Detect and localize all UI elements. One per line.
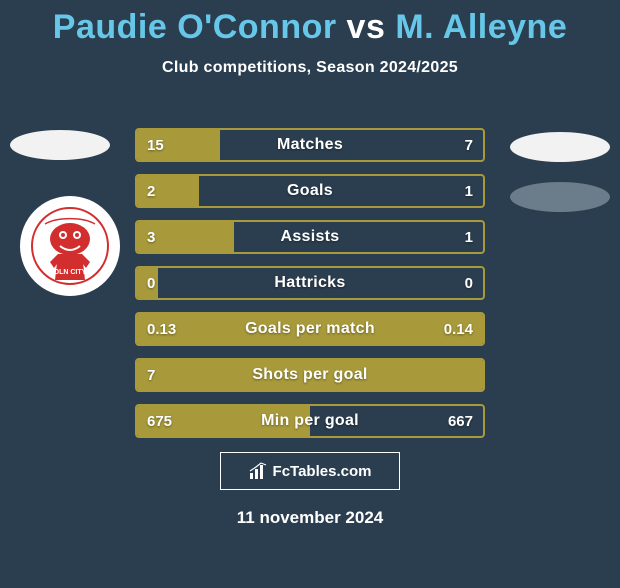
stat-bar: 31Assists	[135, 220, 485, 254]
stat-label: Matches	[137, 130, 483, 160]
player1-placeholder-ellipse	[10, 130, 110, 160]
stat-label: Goals per match	[137, 314, 483, 344]
player2-name: M. Alleyne	[395, 8, 567, 46]
stat-bar: 21Goals	[135, 174, 485, 208]
footer-site-box: FcTables.com	[220, 452, 400, 490]
stat-bar: 00Hattricks	[135, 266, 485, 300]
footer-site-text: FcTables.com	[273, 463, 372, 480]
stats-bars: 157Matches 21Goals 31Assists 00Hattricks 0.1…	[135, 128, 485, 450]
stat-label: Goals	[137, 176, 483, 206]
chart-icon	[249, 462, 267, 480]
player1-name: Paudie O'Connor	[53, 8, 337, 46]
page-title: Paudie O'Connor vs M. Alleyne	[0, 8, 620, 47]
vs-text: vs	[347, 8, 386, 46]
stat-bar: 675667Min per goal	[135, 404, 485, 438]
footer-date: 11 november 2024	[237, 508, 383, 528]
club-badge: OLN CITY	[20, 196, 120, 296]
player2-club-placeholder-ellipse	[510, 182, 610, 212]
stat-label: Min per goal	[137, 406, 483, 436]
club-crest-icon: OLN CITY	[30, 206, 110, 286]
stat-bar: 157Matches	[135, 128, 485, 162]
stat-label: Shots per goal	[137, 360, 483, 390]
subtitle: Club competitions, Season 2024/2025	[0, 59, 620, 77]
stat-bar: 0.130.14Goals per match	[135, 312, 485, 346]
svg-text:OLN CITY: OLN CITY	[54, 269, 87, 276]
club-badge-graphic: OLN CITY	[30, 206, 110, 286]
stat-label: Hattricks	[137, 268, 483, 298]
stat-bar: 7Shots per goal	[135, 358, 485, 392]
player2-placeholder-ellipse	[510, 132, 610, 162]
stat-label: Assists	[137, 222, 483, 252]
